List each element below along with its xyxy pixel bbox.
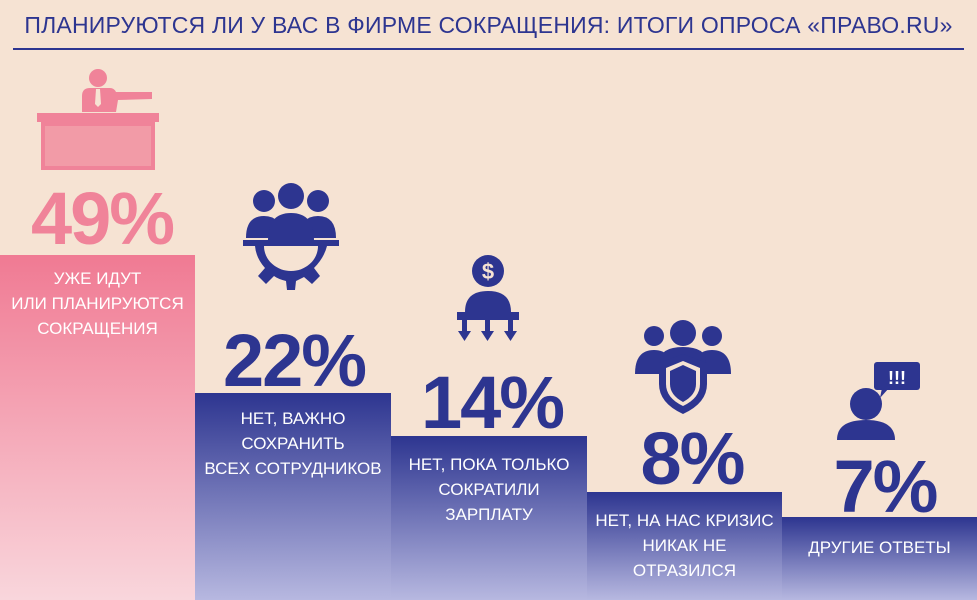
- value-label-2: 22%: [222, 319, 367, 402]
- category-label-line: ЗАРПЛАТУ: [445, 505, 533, 524]
- chart-title: ПЛАНИРУЮТСЯ ЛИ У ВАС В ФИРМЕ СОКРАЩЕНИЯ:…: [24, 12, 953, 38]
- bar-2: [195, 393, 391, 600]
- team-gear-icon: [243, 183, 339, 290]
- category-label-line: НИКАК НЕ: [642, 536, 727, 555]
- bar-4: [587, 492, 782, 600]
- category-label-3: НЕТ, ПОКА ТОЛЬКО СОКРАТИЛИ ЗАРПЛАТУ: [391, 452, 587, 527]
- title-underline: [13, 48, 964, 50]
- value-label-3: 14%: [420, 361, 565, 444]
- category-label-line: ДРУГИЕ ОТВЕТЫ: [808, 538, 951, 557]
- salary-cut-icon: $: [457, 255, 519, 341]
- category-label-line: СОХРАНИТЬ: [241, 434, 345, 453]
- category-label-line: ИЛИ ПЛАНИРУЮТСЯ: [11, 294, 184, 313]
- category-label-line: СОКРАЩЕНИЯ: [37, 319, 158, 338]
- category-label-2: НЕТ, ВАЖНО СОХРАНИТЬ ВСЕХ СОТРУДНИКОВ: [195, 406, 391, 481]
- bar-5: [782, 517, 977, 600]
- value-label-4: 8%: [640, 417, 746, 500]
- category-label-line: НЕТ, ВАЖНО: [240, 409, 346, 428]
- category-label-1: УЖЕ ИДУТ ИЛИ ПЛАНИРУЮТСЯ СОКРАЩЕНИЯ: [0, 266, 195, 341]
- category-label-line: ОТРАЗИЛСЯ: [632, 561, 737, 580]
- person-speech-icon: !!!: [837, 362, 920, 440]
- bar-1: [0, 255, 195, 600]
- category-label-line: СОКРАТИЛИ: [438, 480, 540, 499]
- category-label-line: НЕТ, НА НАС КРИЗИС: [595, 511, 774, 530]
- category-label-line: УЖЕ ИДУТ: [53, 269, 142, 288]
- svg-text:$: $: [482, 259, 494, 284]
- value-label-5: 7%: [833, 445, 939, 528]
- value-label-1: 49%: [30, 177, 175, 260]
- category-label-5: ДРУГИЕ ОТВЕТЫ: [782, 535, 977, 560]
- boss-at-desk-icon: [37, 69, 159, 170]
- category-label-4: НЕТ, НА НАС КРИЗИС НИКАК НЕ ОТРАЗИЛСЯ: [587, 508, 782, 583]
- category-label-line: НЕТ, ПОКА ТОЛЬКО: [408, 455, 570, 474]
- team-shield-icon: [635, 320, 731, 414]
- category-label-line: ВСЕХ СОТРУДНИКОВ: [204, 459, 382, 478]
- speech-bubble-text: !!!: [888, 368, 906, 388]
- bar-3: [391, 436, 587, 600]
